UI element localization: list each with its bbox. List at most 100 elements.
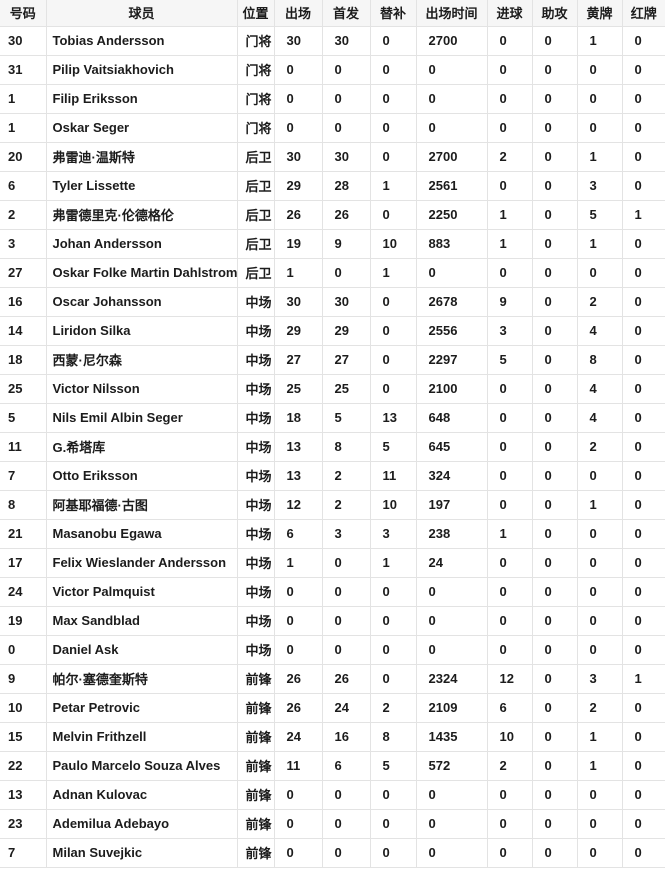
cell-minutes: 0 [416, 55, 488, 85]
cell-sub_appearances: 0 [370, 26, 417, 56]
cell-position: 前锋 [237, 722, 275, 752]
table-row: 27 Oskar Folke Martin Dahlstrom 后卫 1 0 1 0 0 0 0 0 [0, 258, 665, 288]
header-row: 号码 球员 位置 出场 首发 替补 出场时间 进球 助攻 黄牌 红牌 [0, 0, 665, 27]
cell-minutes: 0 [416, 577, 488, 607]
cell-minutes: 238 [416, 519, 488, 549]
cell-starts: 16 [322, 722, 371, 752]
cell-yellow_cards: 1 [577, 751, 623, 781]
table-row: 15 Melvin Frithzell 前锋 24 16 8 1435 10 0 1 0 [0, 722, 665, 752]
cell-minutes: 0 [416, 84, 488, 114]
cell-appearances: 0 [274, 606, 323, 636]
cell-minutes: 0 [416, 809, 488, 839]
cell-starts: 0 [322, 606, 371, 636]
cell-number: 19 [0, 606, 47, 636]
cell-yellow_cards: 4 [577, 403, 623, 433]
cell-goals: 0 [487, 577, 533, 607]
cell-red_cards: 0 [622, 751, 665, 781]
cell-appearances: 0 [274, 577, 323, 607]
cell-position: 门将 [237, 55, 275, 85]
cell-assists: 0 [532, 809, 578, 839]
cell-sub_appearances: 0 [370, 635, 417, 665]
column-header-appearances: 出场 [274, 0, 323, 27]
cell-appearances: 27 [274, 345, 323, 375]
cell-appearances: 0 [274, 809, 323, 839]
cell-yellow_cards: 0 [577, 838, 623, 868]
cell-minutes: 2109 [416, 693, 488, 723]
table-row: 22 Paulo Marcelo Souza Alves 前锋 11 6 5 572 2 0 1 0 [0, 751, 665, 781]
cell-sub_appearances: 11 [370, 461, 417, 491]
cell-minutes: 0 [416, 838, 488, 868]
cell-red_cards: 0 [622, 693, 665, 723]
cell-minutes: 2678 [416, 287, 488, 317]
cell-appearances: 11 [274, 751, 323, 781]
cell-appearances: 19 [274, 229, 323, 259]
cell-minutes: 197 [416, 490, 488, 520]
cell-yellow_cards: 0 [577, 548, 623, 578]
cell-position: 中场 [237, 374, 275, 404]
cell-player: Victor Palmquist [46, 577, 238, 607]
cell-minutes: 1435 [416, 722, 488, 752]
cell-appearances: 18 [274, 403, 323, 433]
cell-starts: 0 [322, 548, 371, 578]
cell-player: Paulo Marcelo Souza Alves [46, 751, 238, 781]
cell-player: Victor Nilsson [46, 374, 238, 404]
cell-position: 门将 [237, 84, 275, 114]
cell-yellow_cards: 0 [577, 84, 623, 114]
cell-red_cards: 0 [622, 287, 665, 317]
cell-yellow_cards: 8 [577, 345, 623, 375]
cell-red_cards: 0 [622, 26, 665, 56]
cell-sub_appearances: 0 [370, 142, 417, 172]
table-row: 8 阿基耶福德·古图 中场 12 2 10 197 0 0 1 0 [0, 490, 665, 520]
column-header-position: 位置 [237, 0, 275, 27]
column-header-assists: 助攻 [532, 0, 578, 27]
cell-yellow_cards: 2 [577, 432, 623, 462]
cell-starts: 0 [322, 838, 371, 868]
cell-red_cards: 0 [622, 345, 665, 375]
table-row: 1 Oskar Seger 门将 0 0 0 0 0 0 0 0 [0, 113, 665, 143]
cell-starts: 3 [322, 519, 371, 549]
cell-position: 中场 [237, 461, 275, 491]
cell-yellow_cards: 3 [577, 171, 623, 201]
cell-sub_appearances: 0 [370, 55, 417, 85]
cell-appearances: 13 [274, 461, 323, 491]
cell-red_cards: 0 [622, 780, 665, 810]
cell-position: 中场 [237, 316, 275, 346]
cell-player: Johan Andersson [46, 229, 238, 259]
cell-player: Oskar Folke Martin Dahlstrom [46, 258, 238, 288]
cell-red_cards: 0 [622, 229, 665, 259]
cell-minutes: 2100 [416, 374, 488, 404]
cell-goals: 0 [487, 55, 533, 85]
cell-red_cards: 0 [622, 142, 665, 172]
table-row: 9 帕尔·塞德奎斯特 前锋 26 26 0 2324 12 0 3 1 [0, 664, 665, 694]
table-row: 23 Ademilua Adebayo 前锋 0 0 0 0 0 0 0 0 [0, 809, 665, 839]
cell-sub_appearances: 8 [370, 722, 417, 752]
cell-starts: 30 [322, 142, 371, 172]
cell-player: Milan Suvejkic [46, 838, 238, 868]
cell-red_cards: 0 [622, 403, 665, 433]
cell-assists: 0 [532, 171, 578, 201]
cell-sub_appearances: 5 [370, 751, 417, 781]
cell-sub_appearances: 1 [370, 548, 417, 578]
cell-goals: 0 [487, 461, 533, 491]
cell-starts: 26 [322, 200, 371, 230]
cell-sub_appearances: 1 [370, 171, 417, 201]
cell-starts: 5 [322, 403, 371, 433]
cell-goals: 0 [487, 809, 533, 839]
table-row: 2 弗雷德里克·伦德格伦 后卫 26 26 0 2250 1 0 5 1 [0, 200, 665, 230]
cell-sub_appearances: 0 [370, 606, 417, 636]
cell-assists: 0 [532, 664, 578, 694]
cell-position: 中场 [237, 432, 275, 462]
cell-assists: 0 [532, 780, 578, 810]
cell-player: 弗雷德里克·伦德格伦 [46, 200, 238, 230]
cell-goals: 1 [487, 229, 533, 259]
cell-yellow_cards: 0 [577, 635, 623, 665]
cell-assists: 0 [532, 461, 578, 491]
cell-position: 中场 [237, 490, 275, 520]
cell-goals: 0 [487, 606, 533, 636]
cell-position: 前锋 [237, 838, 275, 868]
cell-starts: 27 [322, 345, 371, 375]
cell-number: 13 [0, 780, 47, 810]
cell-position: 前锋 [237, 693, 275, 723]
cell-red_cards: 0 [622, 432, 665, 462]
cell-assists: 0 [532, 316, 578, 346]
